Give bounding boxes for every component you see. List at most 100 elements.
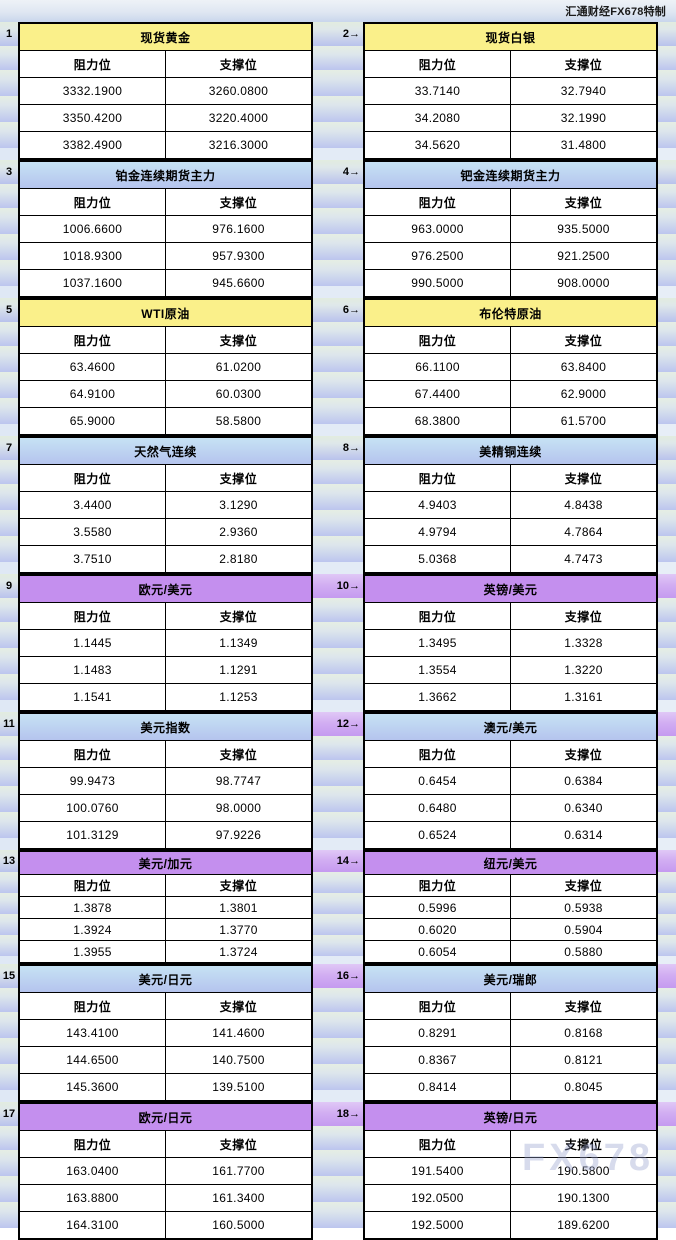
support-value: 908.0000	[510, 269, 658, 298]
resistance-value: 0.8291	[363, 1019, 511, 1047]
gutter-spacer	[313, 484, 363, 510]
table-header-row: 阻力位 支撑位	[363, 992, 658, 1020]
table-row: 3382.4900 3216.3000	[18, 131, 313, 160]
instrument-title: 现货黄金	[18, 22, 313, 51]
gutter-spacer	[313, 1012, 363, 1038]
gutter-spacer	[313, 398, 363, 424]
table-row: 33.7140 32.7940	[363, 77, 658, 105]
instrument-title: 纽元/美元	[363, 850, 658, 875]
table-title-row: 现货黄金	[18, 22, 313, 51]
gutter-spacer	[313, 1202, 363, 1228]
gutter-spacer	[313, 322, 363, 346]
row-index-gutter	[658, 574, 676, 712]
column-header-support: 支撑位	[510, 50, 658, 78]
gutter-spacer	[658, 346, 676, 372]
table-header-row: 阻力位 支撑位	[363, 740, 658, 768]
row-index-gutter: 14→	[313, 850, 363, 964]
support-value: 1.1291	[165, 656, 313, 684]
table-row: 164.3100 160.5000	[18, 1211, 313, 1240]
row-index-gutter: 18→	[313, 1102, 363, 1240]
table-header-row: 阻力位 支撑位	[363, 50, 658, 78]
quote-table: 布伦特原油 阻力位 支撑位 66.1100 63.8400 67.4400 62.9000 6…	[363, 298, 658, 436]
gutter-spacer	[0, 372, 18, 398]
left-instrument-panel: 欧元/美元 阻力位 支撑位 1.1445 1.1349 1.1483 1.1291 1.154…	[18, 574, 313, 712]
column-header-resistance: 阻力位	[18, 50, 166, 78]
table-row: 1.3878 1.3801	[18, 896, 313, 919]
support-value: 63.8400	[510, 353, 658, 381]
quote-table: 美元/瑞郎 阻力位 支撑位 0.8291 0.8168 0.8367 0.8121 0.841…	[363, 964, 658, 1102]
table-row: 0.6020 0.5904	[363, 918, 658, 941]
gutter-spacer	[0, 1064, 18, 1090]
row-index-gutter: 7	[0, 436, 18, 574]
quote-table: 美元/加元 阻力位 支撑位 1.3878 1.3801 1.3924 1.3770 1.395…	[18, 850, 313, 964]
resistance-value: 192.5000	[363, 1211, 511, 1240]
row-index-label: 12→	[313, 712, 363, 736]
table-row: 68.3800 61.5700	[363, 407, 658, 436]
table-row: 1.3955 1.3724	[18, 940, 313, 964]
column-header-resistance: 阻力位	[363, 464, 511, 492]
quote-table: 钯金连续期货主力 阻力位 支撑位 963.0000 935.5000 976.2500 92…	[363, 160, 658, 298]
resistance-value: 0.8414	[363, 1073, 511, 1102]
gutter-spacer	[0, 760, 18, 786]
quote-table: 美元指数 阻力位 支撑位 99.9473 98.7747 100.0760 98.0000 1…	[18, 712, 313, 850]
resistance-value: 163.0400	[18, 1157, 166, 1185]
gutter-spacer	[0, 484, 18, 510]
table-row: 192.0500 190.1300	[363, 1184, 658, 1212]
support-value: 1.3770	[165, 918, 313, 941]
table-row: 163.8800 161.3400	[18, 1184, 313, 1212]
table-row: 976.2500 921.2500	[363, 242, 658, 270]
gutter-spacer	[313, 893, 363, 914]
support-value: 1.3801	[165, 896, 313, 919]
support-value: 32.1990	[510, 104, 658, 132]
resistance-value: 1.3662	[363, 683, 511, 712]
gutter-spacer	[658, 234, 676, 260]
table-title-row: 澳元/美元	[363, 712, 658, 741]
row-index-gutter	[658, 298, 676, 436]
gutter-spacer	[658, 460, 676, 484]
support-value: 945.6600	[165, 269, 313, 298]
support-value: 61.5700	[510, 407, 658, 436]
support-value: 1.3724	[165, 940, 313, 964]
resistance-value: 4.9794	[363, 518, 511, 546]
row-index-label: 3	[0, 160, 18, 184]
column-header-support: 支撑位	[165, 326, 313, 354]
resistance-value: 191.5400	[363, 1157, 511, 1185]
resistance-value: 67.4400	[363, 380, 511, 408]
row-index-label	[658, 574, 676, 598]
table-row: 1.1541 1.1253	[18, 683, 313, 712]
column-header-support: 支撑位	[165, 740, 313, 768]
table-row: 4.9794 4.7864	[363, 518, 658, 546]
table-header-row: 阻力位 支撑位	[18, 50, 313, 78]
gutter-spacer	[0, 1176, 18, 1202]
support-value: 921.2500	[510, 242, 658, 270]
column-header-support: 支撑位	[510, 188, 658, 216]
row-index-gutter: 4→	[313, 160, 363, 298]
quote-sheet: 1 现货黄金 阻力位 支撑位 3332.1900 3260.0800 3350.4200 32…	[0, 22, 676, 1240]
right-instrument-panel: 布伦特原油 阻力位 支撑位 66.1100 63.8400 67.4400 62.9000 6…	[363, 298, 658, 436]
table-title-row: 钯金连续期货主力	[363, 160, 658, 189]
row-index-gutter: 2→	[313, 22, 363, 160]
row-index-label	[658, 436, 676, 460]
table-header-row: 阻力位 支撑位	[18, 1130, 313, 1158]
table-row: 3332.1900 3260.0800	[18, 77, 313, 105]
instrument-title: 美元/加元	[18, 850, 313, 875]
quote-table: 美精铜连续 阻力位 支撑位 4.9403 4.8438 4.9794 4.7864 5.036…	[363, 436, 658, 574]
gutter-spacer	[0, 622, 18, 648]
table-row: 3.7510 2.8180	[18, 545, 313, 574]
instrument-title: 欧元/日元	[18, 1102, 313, 1131]
instrument-pair-row: 15 美元/日元 阻力位 支撑位 143.4100 141.4600 144.6500 140…	[0, 964, 676, 1102]
gutter-spacer	[313, 70, 363, 96]
gutter-spacer	[313, 812, 363, 838]
gutter-spacer	[313, 1150, 363, 1176]
gutter-spacer	[313, 598, 363, 622]
row-index-gutter: 3	[0, 160, 18, 298]
support-value: 0.8168	[510, 1019, 658, 1047]
table-header-row: 阻力位 支撑位	[18, 464, 313, 492]
column-header-support: 支撑位	[165, 464, 313, 492]
support-value: 935.5000	[510, 215, 658, 243]
row-index-gutter: 12→	[313, 712, 363, 850]
row-index-gutter	[658, 712, 676, 850]
support-value: 2.9360	[165, 518, 313, 546]
gutter-spacer	[313, 648, 363, 674]
table-title-row: 美元指数	[18, 712, 313, 741]
